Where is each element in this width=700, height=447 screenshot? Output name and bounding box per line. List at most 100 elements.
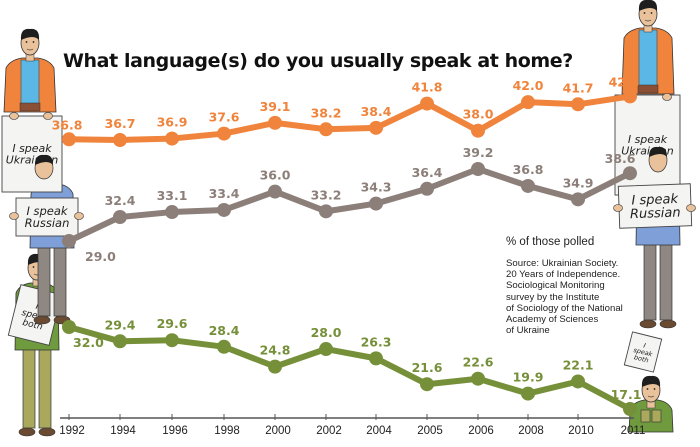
data-point [420, 181, 434, 196]
leg [22, 347, 36, 429]
data-label: 29.4 [105, 317, 136, 332]
x-tick-label: 2008 [518, 425, 544, 437]
source-line: Academy of Sciences [506, 314, 599, 326]
hand [613, 204, 623, 212]
data-point [521, 178, 535, 193]
sign-text: I [643, 342, 647, 350]
sign-text: I speak [26, 204, 68, 218]
sign-text: I [35, 302, 40, 312]
shoe [639, 319, 657, 329]
source-line: of Ukraine [506, 325, 550, 337]
data-point [369, 120, 383, 135]
data-point [623, 166, 637, 181]
data-point [113, 334, 127, 349]
shoe [33, 315, 51, 325]
data-label: 41.7 [563, 80, 594, 95]
data-label: 28.0 [311, 325, 342, 340]
hand [9, 212, 19, 220]
x-tick-label: 2005 [417, 425, 443, 437]
data-point [113, 210, 127, 224]
source-note: Source: Ukrainian Society. 20 Years of I… [506, 258, 636, 336]
leg [643, 242, 657, 321]
series-line [66, 324, 633, 412]
data-point [571, 374, 585, 389]
data-point [420, 96, 434, 111]
eye [650, 12, 653, 14]
data-label: 42.8 [609, 74, 640, 89]
x-tick-label: 2004 [366, 425, 392, 437]
hair [638, 0, 658, 11]
belt [19, 102, 41, 112]
unit-note: % of those polled [506, 236, 595, 248]
x-tick-label: 2002 [316, 425, 342, 437]
data-label: 42.0 [513, 78, 544, 93]
x-tick-label: 2000 [265, 425, 291, 437]
data-point [113, 133, 127, 147]
sign-board [15, 197, 79, 237]
mouth [644, 19, 652, 22]
sign-board [623, 331, 663, 373]
x-tick-label: 2011 [621, 425, 646, 437]
leg [53, 245, 67, 317]
data-point [420, 377, 434, 392]
sign-text: Russian [25, 216, 70, 230]
data-point [268, 359, 282, 374]
x-tick-label: 1998 [214, 425, 240, 437]
source-line: survey by the Institute [506, 291, 600, 303]
eye [646, 388, 649, 390]
data-label: 34.9 [563, 175, 594, 190]
mouth [26, 48, 34, 51]
data-label: 38.2 [311, 105, 342, 120]
leg [651, 409, 662, 423]
shoe [18, 427, 36, 437]
hand [662, 93, 672, 101]
sign-text: both [633, 353, 649, 364]
series-layer: 36.8 36.7 36.9 37.6 39.1 38.2 38.4 41.8 38.0 42.0… [52, 74, 641, 416]
data-point [623, 89, 637, 104]
hair [641, 375, 661, 387]
data-label: 29.6 [157, 316, 188, 331]
series-line [66, 166, 633, 244]
hand [686, 204, 696, 212]
leg [37, 245, 51, 317]
sign-text: I speak [628, 133, 668, 146]
eye [643, 12, 646, 14]
series-russian: 29.0 32.4 33.1 33.4 36.0 33.2 34.3 36.4 39.2 36.8… [62, 145, 637, 264]
shirt [20, 59, 40, 105]
data-point [369, 351, 383, 366]
x-tick-label: 1996 [162, 425, 188, 437]
data-point [369, 196, 383, 211]
data-label: 19.9 [513, 370, 544, 385]
series-ukrainian: 36.8 36.7 36.9 37.6 39.1 38.2 38.4 41.8 38.0 42.0… [52, 74, 640, 147]
data-label: 38.6 [605, 151, 636, 166]
x-tick-label: 2010 [568, 425, 594, 437]
data-label: 36.4 [412, 165, 443, 180]
data-point [319, 342, 333, 357]
mouth [647, 395, 655, 398]
sign-board [1, 115, 63, 193]
data-label: 36.7 [105, 116, 136, 131]
x-tick-label: 1992 [59, 425, 85, 437]
data-point [62, 132, 76, 147]
data-point [62, 234, 76, 248]
hand [43, 112, 53, 120]
series-line [66, 93, 633, 143]
data-point [623, 402, 637, 416]
data-point [165, 205, 179, 220]
shoe [659, 319, 677, 329]
hair [35, 154, 53, 165]
hand [74, 212, 84, 220]
data-point [165, 333, 179, 348]
leg [38, 347, 52, 429]
hair [20, 28, 40, 40]
data-label: 39.1 [260, 99, 291, 114]
chart-title: What language(s) do you usually speak at… [63, 50, 573, 72]
x-tick-label: 1994 [110, 425, 136, 437]
eye [653, 388, 656, 390]
leg [659, 242, 673, 321]
